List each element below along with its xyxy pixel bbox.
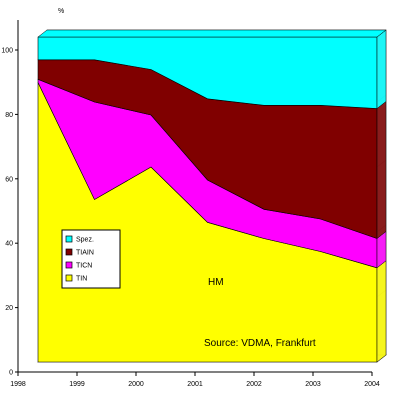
annotation-source: Source: VDMA, Frankfurt: [204, 338, 316, 349]
legend-label: Spez.: [76, 237, 94, 244]
legend: Spez. TIAIN TICN TIN: [61, 229, 121, 289]
x-tick-label: 2002: [246, 381, 262, 388]
legend-swatch: [65, 261, 73, 269]
x-tick-label: 2004: [364, 381, 380, 388]
x-tick-label: 1999: [69, 381, 85, 388]
series-right-faces: [37, 29, 387, 363]
y-tick-label: 40: [5, 241, 13, 248]
legend-swatch: [65, 235, 73, 243]
y-tick-label: 100: [1, 48, 13, 55]
x-tick-label: 2003: [305, 381, 321, 388]
y-axis-label: %: [58, 8, 64, 15]
legend-label: TICN: [76, 263, 92, 270]
area-side-tiain: [376, 100, 387, 240]
legend-swatch: [65, 274, 73, 282]
y-tick-label: 60: [5, 176, 13, 183]
area-side-tin: [376, 260, 387, 363]
x-tick-label: 2000: [128, 381, 144, 388]
x-axis-ticks: 1998 1999 2000 2001 2002 2003 2004: [10, 372, 380, 388]
area-top-face: [37, 29, 387, 38]
y-tick-label: 0: [9, 370, 13, 377]
y-tick-label: 80: [5, 112, 13, 119]
x-tick-label: 1998: [10, 381, 26, 388]
legend-swatch: [65, 248, 73, 256]
legend-label: TIN: [76, 276, 87, 283]
area-side-spez: [376, 29, 387, 110]
legend-label: TIAIN: [76, 250, 94, 257]
annotation-hm: HM: [208, 277, 224, 288]
x-tick-label: 2001: [187, 381, 203, 388]
y-axis-ticks: 0 20 40 60 80 100: [1, 48, 18, 377]
y-tick-label: 20: [5, 305, 13, 312]
stacked-areas: [37, 36, 378, 363]
